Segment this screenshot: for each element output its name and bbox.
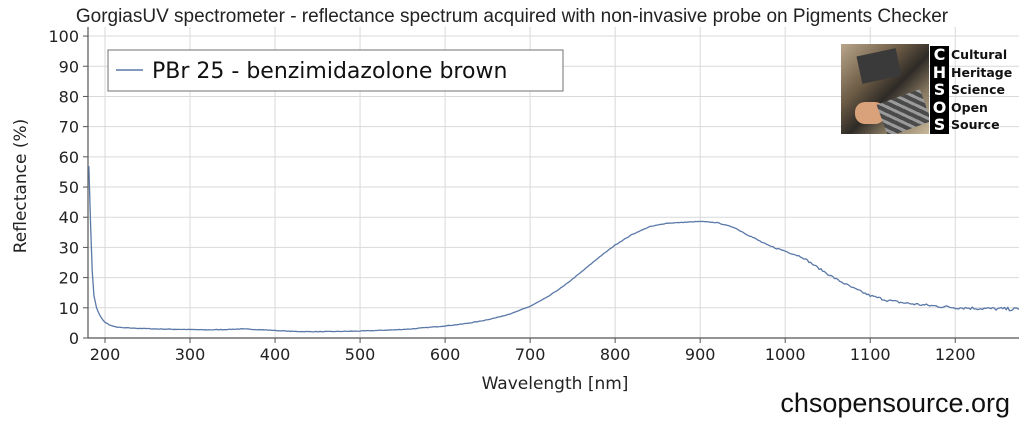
logo-word: Source: [951, 117, 1000, 133]
logo-letter: S: [933, 80, 946, 100]
y-tick-label: 100: [48, 27, 79, 46]
y-tick-label: 90: [59, 57, 79, 76]
x-tick-label: 1100: [850, 345, 891, 364]
y-tick-label: 20: [59, 269, 79, 288]
logo-letters: C H S O S: [930, 46, 949, 134]
axes: [83, 27, 1019, 343]
y-tick-label: 70: [59, 118, 79, 137]
logo-letter: S: [933, 115, 946, 135]
logo-word: Science: [951, 82, 1005, 98]
logo-words: Cultural Heritage Science Open Source: [951, 46, 1012, 134]
x-tick-label: 1200: [935, 345, 976, 364]
x-tick-label: 900: [685, 345, 716, 364]
x-tick-label: 800: [600, 345, 631, 364]
x-axis-title: Wavelength [nm]: [482, 374, 629, 394]
logo-letter: C: [933, 45, 946, 64]
tick-labels: 200 300 400 500 600 700 800 900 1000 1100 1200 0 10 2…: [48, 27, 975, 364]
legend: PBr 25 - benzimidazolone brown: [107, 49, 564, 92]
y-tick-label: 80: [59, 87, 79, 106]
x-tick-label: 300: [175, 345, 206, 364]
logo-word: Cultural: [951, 47, 1008, 62]
legend-box: [107, 49, 564, 92]
y-tick-label: 40: [59, 208, 79, 227]
logo-word: Open: [951, 99, 988, 115]
logo-photo: [841, 44, 929, 134]
chart-title: GorgiasUV spectrometer - reflectance spe…: [75, 6, 949, 27]
x-tick-label: 1000: [765, 345, 806, 364]
y-tick-label: 0: [69, 329, 79, 348]
y-axis-title: Reflectance (%): [11, 119, 31, 254]
x-tick-label: 700: [515, 345, 546, 364]
logo-letter: O: [932, 97, 947, 117]
x-tick-label: 600: [430, 345, 461, 364]
footer-url: chsopensource.org: [780, 388, 1010, 418]
series-layer: [88, 166, 1020, 333]
y-tick-label: 10: [59, 299, 79, 318]
series-line: [88, 166, 1020, 333]
chsos-logo: C H S O S Cultural Heritage Science Open…: [841, 44, 1012, 136]
x-tick-label: 400: [260, 345, 291, 364]
y-tick-label: 30: [59, 238, 79, 257]
logo-letter: H: [932, 62, 947, 82]
x-tick-label: 500: [345, 345, 376, 364]
y-tick-label: 60: [59, 148, 79, 167]
y-tick-label: 50: [59, 178, 79, 197]
x-tick-label: 200: [90, 345, 121, 364]
legend-label: PBr 25 - benzimidazolone brown: [152, 59, 507, 84]
logo-word: Heritage: [951, 64, 1013, 80]
